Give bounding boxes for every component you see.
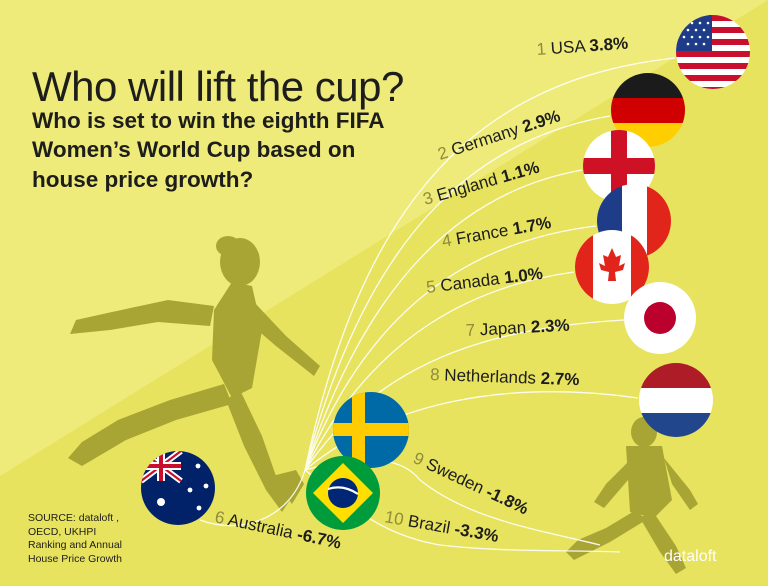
rank-number: 6	[213, 507, 230, 528]
brazil-flag	[306, 456, 380, 530]
source-line: OECD, UKHPI	[28, 525, 97, 538]
country-name: Netherlands	[444, 366, 541, 388]
growth-value: 2.9%	[520, 106, 563, 136]
japan-flag	[624, 282, 696, 354]
growth-value: -3.3%	[453, 520, 500, 546]
country-label-australia: 6 Australia -6.7%	[213, 507, 343, 552]
country-name: Japan	[479, 318, 531, 340]
growth-value: 3.8%	[589, 34, 629, 56]
light-diagonal-panel	[0, 0, 768, 476]
usa-flag	[676, 15, 750, 89]
rank-number: 5	[425, 276, 441, 297]
australia-flag	[141, 451, 215, 525]
country-name: Germany	[449, 118, 526, 159]
country-name: USA	[550, 36, 590, 58]
country-name: Australia	[226, 510, 299, 543]
country-name: England	[435, 168, 505, 205]
growth-value: 1.0%	[503, 264, 544, 288]
growth-value: 2.7%	[540, 369, 579, 389]
country-name: Sweden	[423, 454, 491, 499]
country-label-brazil: 10 Brazil -3.3%	[383, 507, 500, 546]
chart-subtitle: Who is set to win the eighth FIFA Women’…	[32, 108, 384, 192]
brand-logo: dataloft	[664, 548, 717, 565]
growth-value: 1.1%	[499, 157, 541, 186]
source-line: SOURCE: dataloft ,	[28, 512, 120, 524]
country-name: Canada	[439, 269, 505, 296]
chart-title: Who will lift the cup?	[32, 63, 404, 111]
country-label-canada: 5 Canada 1.0%	[425, 264, 544, 297]
rank-number: 8	[430, 365, 445, 384]
growth-value: 1.7%	[511, 213, 552, 238]
country-name: France	[454, 220, 514, 249]
growth-value: -6.7%	[295, 525, 342, 553]
sweden-flag	[333, 392, 409, 468]
country-label-germany: 2 Germany 2.9%	[435, 106, 562, 163]
country-label-japan: 7 Japan 2.3%	[465, 316, 570, 340]
growth-value: -1.8%	[483, 482, 531, 518]
country-label-england: 3 England 1.1%	[421, 157, 542, 208]
source-line: Ranking and Annual	[28, 539, 122, 552]
source-line: House Price Growth	[28, 552, 122, 565]
rank-number: 10	[383, 507, 410, 530]
country-label-sweden: 9 Sweden -1.8%	[410, 448, 531, 518]
rank-number: 1	[536, 39, 551, 59]
country-name: Brazil	[407, 511, 457, 538]
rank-number: 4	[440, 230, 457, 251]
germany-flag	[611, 73, 685, 147]
rank-number: 2	[435, 141, 454, 163]
rank-number: 7	[465, 320, 480, 340]
player-silhouette-left	[68, 236, 320, 512]
country-label-france: 4 France 1.7%	[440, 213, 552, 251]
growth-value: 2.3%	[530, 316, 570, 337]
rank-number: 3	[421, 187, 440, 209]
source-note: SOURCE: dataloft , OECD, UKHPI Ranking a…	[28, 512, 122, 567]
country-label-netherlands: 8 Netherlands 2.7%	[430, 365, 580, 389]
country-label-usa: 1 USA 3.8%	[536, 34, 629, 59]
